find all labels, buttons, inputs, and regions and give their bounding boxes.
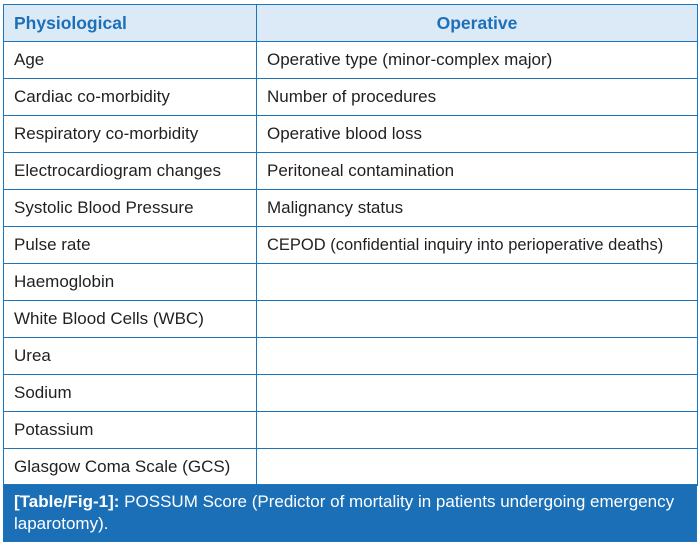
operative-cell-empty: [256, 300, 698, 338]
table-caption: [Table/Fig-1]: POSSUM Score (Predictor o…: [3, 484, 697, 542]
table-row: Pulse rate CEPOD (confidential inquiry i…: [3, 226, 698, 264]
physiological-cell: Sodium: [3, 374, 257, 412]
table-row: Sodium: [3, 374, 698, 412]
operative-cell: Malignancy status: [256, 189, 698, 227]
table-row: Respiratory co-morbidity Operative blood…: [3, 115, 698, 153]
operative-cell-empty: [256, 411, 698, 449]
physiological-cell: Urea: [3, 337, 257, 375]
operative-cell: Operative blood loss: [256, 115, 698, 153]
table-row: Systolic Blood Pressure Malignancy statu…: [3, 189, 698, 227]
operative-cell-empty: [256, 263, 698, 301]
physiological-cell: Respiratory co-morbidity: [3, 115, 257, 153]
physiological-cell: Systolic Blood Pressure: [3, 189, 257, 227]
table-row: Haemoglobin: [3, 263, 698, 301]
header-operative: Operative: [256, 4, 698, 42]
physiological-cell: Cardiac co-morbidity: [3, 78, 257, 116]
table-row: Cardiac co-morbidity Number of procedure…: [3, 78, 698, 116]
physiological-cell: Pulse rate: [3, 226, 257, 264]
operative-cell: CEPOD (confidential inquiry into periope…: [256, 226, 698, 264]
table-row: Electrocardiogram changes Peritoneal con…: [3, 152, 698, 190]
physiological-cell: Age: [3, 41, 257, 79]
table-row: Potassium: [3, 411, 698, 449]
caption-label: [Table/Fig-1]:: [14, 492, 120, 511]
table-row: Glasgow Coma Scale (GCS): [3, 448, 698, 486]
physiological-cell: Potassium: [3, 411, 257, 449]
physiological-cell: White Blood Cells (WBC): [3, 300, 257, 338]
operative-cell: Operative type (minor-complex major): [256, 41, 698, 79]
physiological-cell: Glasgow Coma Scale (GCS): [3, 448, 257, 486]
operative-cell-empty: [256, 374, 698, 412]
table-row: Urea: [3, 337, 698, 375]
operative-cell-empty: [256, 337, 698, 375]
caption-text: POSSUM Score (Predictor of mortality in …: [14, 492, 675, 533]
physiological-cell: Electrocardiogram changes: [3, 152, 257, 190]
table-row: White Blood Cells (WBC): [3, 300, 698, 338]
header-physiological: Physiological: [3, 4, 257, 42]
possum-table: Physiological Operative Age Operative ty…: [3, 4, 698, 486]
table-row: Age Operative type (minor-complex major): [3, 41, 698, 79]
physiological-cell: Haemoglobin: [3, 263, 257, 301]
operative-cell-empty: [256, 448, 698, 486]
table-header-row: Physiological Operative: [3, 4, 698, 42]
operative-cell: Peritoneal contamination: [256, 152, 698, 190]
operative-cell: Number of procedures: [256, 78, 698, 116]
